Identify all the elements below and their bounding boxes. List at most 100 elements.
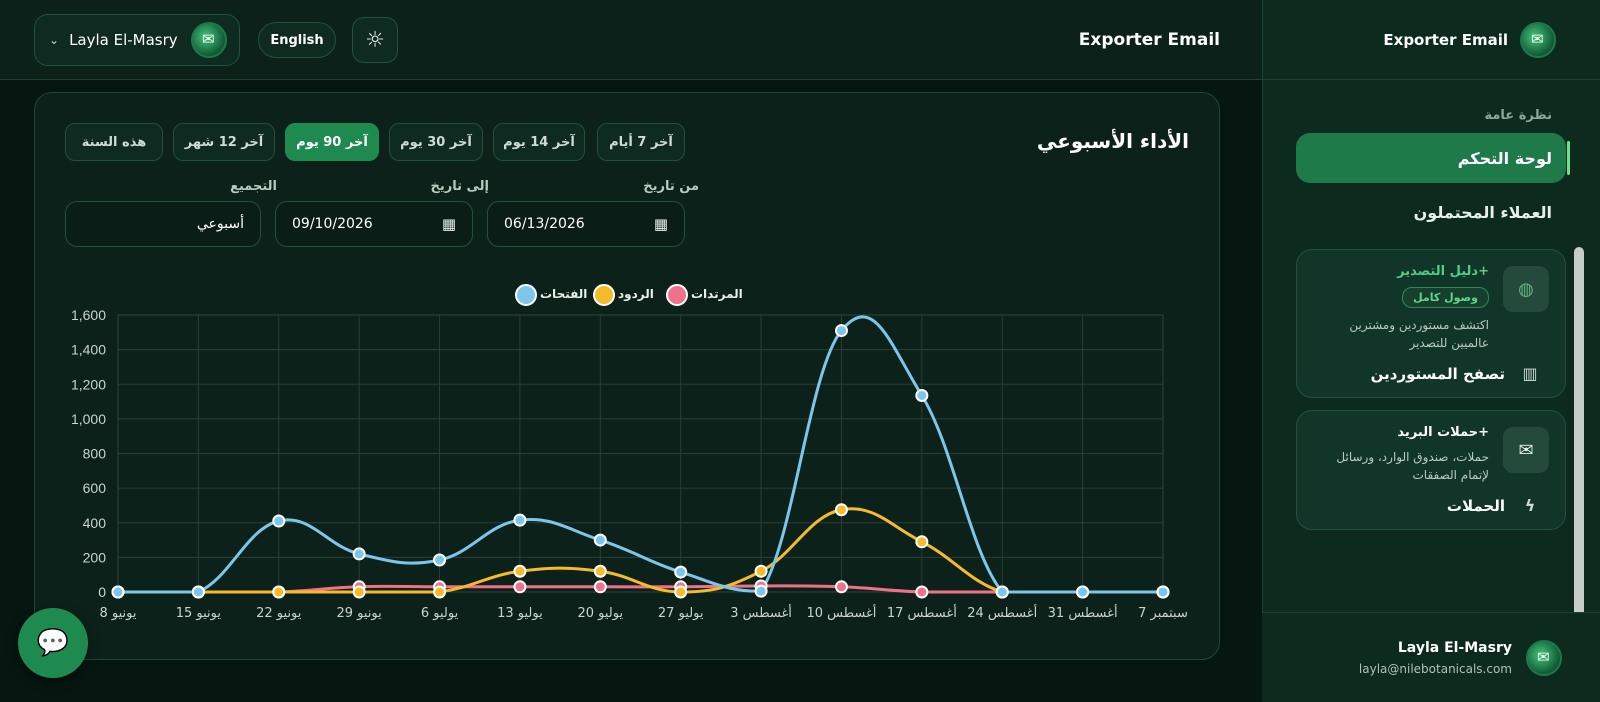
section-title: نظرة عامة	[1484, 108, 1552, 123]
data-point	[593, 533, 607, 547]
x-tick-label: أغسطس 10	[806, 604, 876, 621]
x-tick-label: يوليو 13	[497, 606, 543, 621]
panel-title: الأداء الأسبوعي	[1036, 129, 1189, 153]
data-point	[593, 564, 607, 578]
email-campaigns-card: ✉ حملات البريد+ حملات، صندوق الوارد، ورس…	[1296, 410, 1566, 530]
card-description-line: لإتمام الصفقات	[1412, 468, 1489, 482]
sidebar-scrollbar[interactable]	[1574, 247, 1584, 680]
card-description-line: حملات، صندوق الوارد، ورسائل	[1336, 450, 1489, 464]
x-tick-label: يوليو 6	[421, 606, 459, 621]
building-icon: ▥	[1522, 364, 1538, 383]
language-toggle[interactable]: English	[258, 22, 336, 58]
range-this-year[interactable]: هذه السنة	[65, 123, 163, 161]
sidebar-header: Exporter Email	[1263, 0, 1600, 80]
range-7-days[interactable]: آخر 7 أيام	[597, 123, 685, 161]
avatar	[1526, 639, 1562, 676]
data-point	[111, 585, 125, 599]
link-label: الحملات	[1446, 496, 1505, 515]
y-tick-label: 1,600	[71, 307, 106, 323]
data-point	[754, 564, 768, 578]
x-tick-label: يونيو 22	[256, 606, 302, 621]
y-tick-label: 0	[98, 584, 106, 600]
range-30-days[interactable]: آخر 30 يوم	[389, 123, 483, 161]
to-date-label: إلى تاريخ	[430, 179, 489, 194]
sidebar-footer[interactable]: Layla El-Masry layla@nilebotanicals.com	[1262, 612, 1600, 702]
data-point	[915, 389, 929, 403]
data-point	[995, 585, 1009, 599]
x-tick-label: أغسطس 17	[887, 604, 957, 621]
calendar-icon: ▦	[441, 215, 456, 233]
brand-logo	[1520, 21, 1556, 58]
y-tick-label: 200	[83, 549, 107, 565]
plot-border	[117, 314, 1164, 593]
card-title: حملات البريد+	[1397, 425, 1489, 440]
x-tick-label: أغسطس 31	[1048, 604, 1118, 621]
data-point	[674, 585, 688, 599]
from-date-input[interactable]: 06/13/2026 ▦	[487, 201, 685, 247]
grouping-select[interactable]: أسبوعي	[65, 201, 261, 247]
data-point	[674, 565, 688, 579]
series-line	[118, 315, 1163, 594]
campaigns-link[interactable]: الحملات ϟ	[1313, 496, 1549, 515]
sidebar: Exporter Email نظرة عامة لوحة التحكم الع…	[1262, 0, 1600, 702]
user-menu-button[interactable]: ⌄ Layla El-Masry	[34, 14, 240, 66]
card-title: دليل التصدير+	[1397, 264, 1489, 279]
sidebar-item-leads[interactable]: العملاء المحتملون	[1296, 187, 1566, 237]
sidebar-item-dashboard[interactable]: لوحة التحكم	[1296, 133, 1570, 183]
x-tick-label: أغسطس 24	[967, 604, 1037, 621]
sidebar-nav: نظرة عامة لوحة التحكم العملاء المحتملون …	[1296, 96, 1570, 530]
card-description: حملات، صندوق الوارد، ورسائل لإتمام الصفق…	[1313, 448, 1489, 484]
data-point	[593, 580, 607, 594]
range-12-months[interactable]: آخر 12 شهر	[173, 123, 275, 161]
y-tick-label: 1,000	[71, 411, 106, 427]
grouping-label: التجميع	[230, 179, 277, 194]
footer-user-name: Layla El-Masry	[1397, 639, 1512, 656]
card-description: اكتشف مستوردين ومشترين عالميين للتصدير	[1313, 316, 1489, 352]
calendar-icon: ▦	[653, 215, 668, 233]
range-90-days[interactable]: آخر 90 يوم	[285, 123, 379, 161]
y-tick-label: 800	[83, 446, 107, 462]
data-point	[1076, 585, 1090, 599]
y-tick-label: 1,400	[71, 342, 106, 358]
brand-name: Exporter Email	[1383, 30, 1508, 49]
data-point	[834, 324, 848, 338]
x-tick-label: يونيو 15	[176, 606, 222, 621]
mail-icon: ✉	[1503, 427, 1549, 473]
legend-marker	[666, 284, 688, 306]
legend-marker	[593, 284, 615, 306]
card-description-line: اكتشف مستوردين ومشترين	[1349, 318, 1489, 332]
x-tick-label: سبتمبر 7	[1138, 606, 1188, 621]
chevron-down-icon: ⌄	[49, 33, 60, 47]
grouping-value: أسبوعي	[196, 216, 244, 232]
data-point	[834, 503, 848, 517]
chat-icon: 💬	[36, 628, 70, 658]
weekly-performance-panel: الأداء الأسبوعي آخر 7 أيام آخر 14 يوم آخ…	[34, 92, 1220, 660]
data-point	[513, 513, 527, 527]
sidebar-item-label: لوحة التحكم	[1457, 148, 1552, 168]
legend-label: الفتحات	[540, 287, 587, 301]
data-point	[1156, 585, 1170, 599]
theme-toggle-button[interactable]: ☼	[352, 17, 398, 63]
data-point	[834, 580, 848, 594]
data-point	[272, 514, 286, 528]
to-date-input[interactable]: 09/10/2026 ▦	[275, 201, 473, 247]
x-tick-label: يوليو 27	[658, 606, 704, 621]
x-tick-label: يونيو 29	[337, 606, 383, 621]
y-tick-label: 400	[83, 515, 107, 531]
data-point	[433, 585, 447, 599]
chat-button[interactable]: 💬	[18, 608, 88, 678]
x-tick-label: يوليو 20	[577, 606, 623, 621]
x-tick-label: أغسطس 3	[730, 604, 792, 621]
y-tick-label: 1,200	[71, 376, 106, 392]
legend-marker	[515, 284, 537, 306]
range-14-days[interactable]: آخر 14 يوم	[493, 123, 585, 161]
status-badge: وصول كامل	[1402, 287, 1489, 308]
data-point	[272, 585, 286, 599]
data-point	[915, 535, 929, 549]
from-date-value: 06/13/2026	[504, 216, 585, 232]
y-tick-label: 600	[83, 480, 107, 496]
browse-importers-link[interactable]: تصفح المستوردين ▥	[1313, 364, 1549, 383]
legend-label: المرتدات	[691, 287, 743, 301]
data-point	[754, 584, 768, 598]
from-date-label: من تاريخ	[643, 179, 699, 194]
